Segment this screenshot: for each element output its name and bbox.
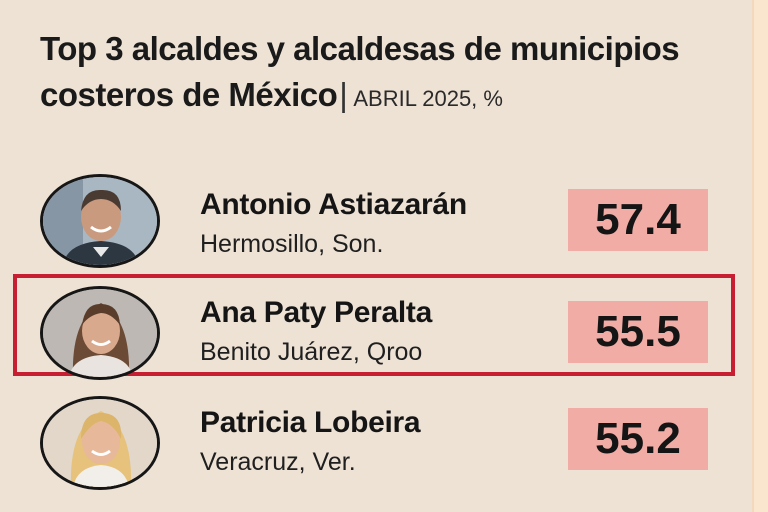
ranking-row: Antonio Astiazarán Hermosillo, Son. 57.4 xyxy=(0,170,740,270)
ranking-row-highlighted: Ana Paty Peralta Benito Juárez, Qroo 55.… xyxy=(0,282,740,382)
avatar xyxy=(40,286,160,380)
approval-value: 55.5 xyxy=(568,301,708,363)
chart-subtitle: ABRIL 2025, % xyxy=(353,86,503,111)
candidate-name: Ana Paty Peralta xyxy=(200,296,432,329)
avatar xyxy=(40,174,160,268)
right-edge-strip xyxy=(752,0,768,512)
title-separator: | xyxy=(339,76,348,113)
candidate-name: Patricia Lobeira xyxy=(200,406,421,439)
candidate-name: Antonio Astiazarán xyxy=(200,188,467,221)
portrait-woman-icon xyxy=(43,399,157,487)
portrait-woman-icon xyxy=(43,289,157,377)
portrait-man-icon xyxy=(43,177,157,265)
candidate-place: Benito Juárez, Qroo xyxy=(200,338,423,366)
approval-value: 55.2 xyxy=(568,408,708,470)
highlight-frame xyxy=(13,274,735,376)
approval-value: 57.4 xyxy=(568,189,708,251)
candidate-place: Hermosillo, Son. xyxy=(200,230,384,258)
chart-title-block: Top 3 alcaldes y alcaldesas de municipio… xyxy=(40,26,730,122)
avatar xyxy=(40,396,160,490)
candidate-place: Veracruz, Ver. xyxy=(200,448,356,476)
ranking-row: Patricia Lobeira Veracruz, Ver. 55.2 xyxy=(0,392,740,492)
chart-title: Top 3 alcaldes y alcaldesas de municipio… xyxy=(40,30,680,113)
